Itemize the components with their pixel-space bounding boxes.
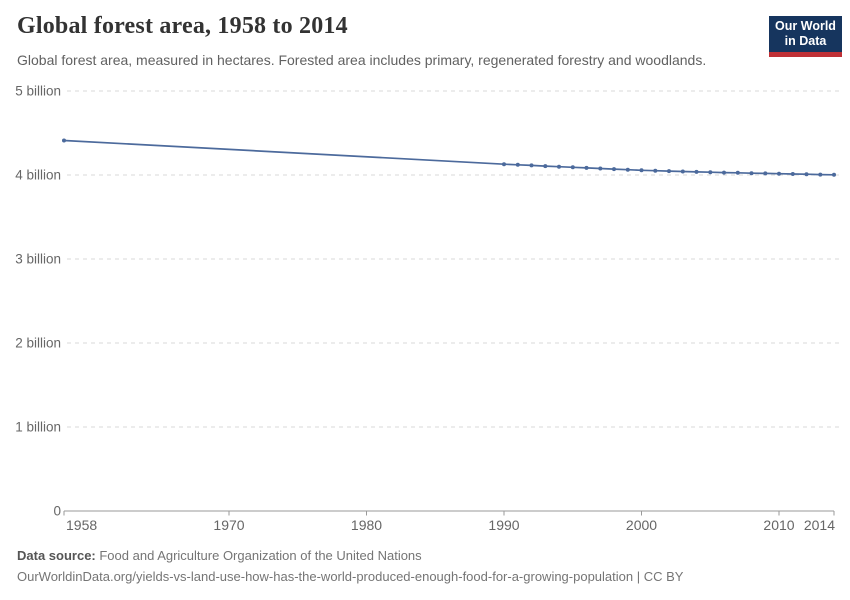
data-point-1999[interactable] bbox=[625, 167, 630, 172]
page-title: Global forest area, 1958 to 2014 bbox=[17, 13, 348, 39]
x-tick-label-1970: 1970 bbox=[213, 517, 244, 533]
data-point-2011[interactable] bbox=[790, 172, 795, 176]
data-point-2005[interactable] bbox=[708, 170, 713, 175]
y-tick-label-4: 4 billion bbox=[15, 168, 61, 183]
footer-license: | CC BY bbox=[633, 569, 684, 584]
data-point-2012[interactable] bbox=[804, 172, 809, 177]
data-point-2014[interactable] bbox=[832, 172, 836, 177]
data-point-1993[interactable] bbox=[543, 164, 548, 169]
data-point-2000[interactable] bbox=[639, 168, 644, 173]
data-point-1995[interactable] bbox=[570, 165, 575, 170]
data-point-2008[interactable] bbox=[749, 171, 754, 176]
data-source-label: Data source: bbox=[17, 548, 96, 563]
owid-logo-line1: Our World bbox=[775, 19, 836, 33]
x-tick-label-1958: 1958 bbox=[66, 517, 97, 533]
y-tick-label-1: 1 billion bbox=[15, 420, 61, 435]
data-point-2006[interactable] bbox=[722, 170, 726, 175]
trend-line-global-forest-area[interactable] bbox=[63, 139, 835, 176]
data-source-value: Food and Agriculture Organization of the… bbox=[95, 548, 422, 563]
x-tick-label-1990: 1990 bbox=[488, 517, 519, 533]
data-point-1958[interactable] bbox=[62, 138, 66, 143]
x-tick-label-2000: 2000 bbox=[626, 517, 657, 533]
data-point-1997[interactable] bbox=[598, 166, 603, 171]
y-tick-label-3: 3 billion bbox=[15, 252, 61, 267]
data-point-2002[interactable] bbox=[667, 169, 671, 174]
data-point-1990[interactable] bbox=[502, 162, 506, 167]
data-point-2007[interactable] bbox=[735, 170, 740, 175]
data-point-1996[interactable] bbox=[584, 165, 589, 170]
x-tick-label-2010: 2010 bbox=[763, 517, 794, 533]
x-tick-label-2014: 2014 bbox=[804, 517, 835, 533]
footer-link[interactable]: OurWorldinData.org/yields-vs-land-use-ho… bbox=[17, 569, 634, 584]
y-tick-label-5: 5 billion bbox=[15, 84, 61, 99]
data-point-1991[interactable] bbox=[515, 162, 520, 167]
data-point-2003[interactable] bbox=[680, 169, 685, 174]
data-point-2004[interactable] bbox=[694, 169, 699, 174]
data-point-2010[interactable] bbox=[777, 171, 781, 176]
page-subtitle: Global forest area, measured in hectares… bbox=[17, 52, 707, 68]
data-point-1992[interactable] bbox=[529, 163, 534, 168]
footer-link-line: OurWorldinData.org/yields-vs-land-use-ho… bbox=[17, 569, 797, 584]
data-point-2001[interactable] bbox=[653, 168, 658, 173]
data-point-1994[interactable] bbox=[557, 164, 561, 169]
y-tick-label-0: 0 bbox=[53, 504, 61, 519]
owid-logo-line2: in Data bbox=[784, 34, 827, 48]
y-tick-label-2: 2 billion bbox=[15, 336, 61, 351]
footer-data-source: Data source: Food and Agriculture Organi… bbox=[17, 548, 797, 563]
owid-logo[interactable]: Our World in Data bbox=[769, 16, 842, 57]
data-point-1998[interactable] bbox=[612, 167, 616, 172]
x-tick-label-1980: 1980 bbox=[351, 517, 382, 533]
data-point-2013[interactable] bbox=[818, 172, 823, 177]
data-point-2009[interactable] bbox=[763, 171, 768, 176]
